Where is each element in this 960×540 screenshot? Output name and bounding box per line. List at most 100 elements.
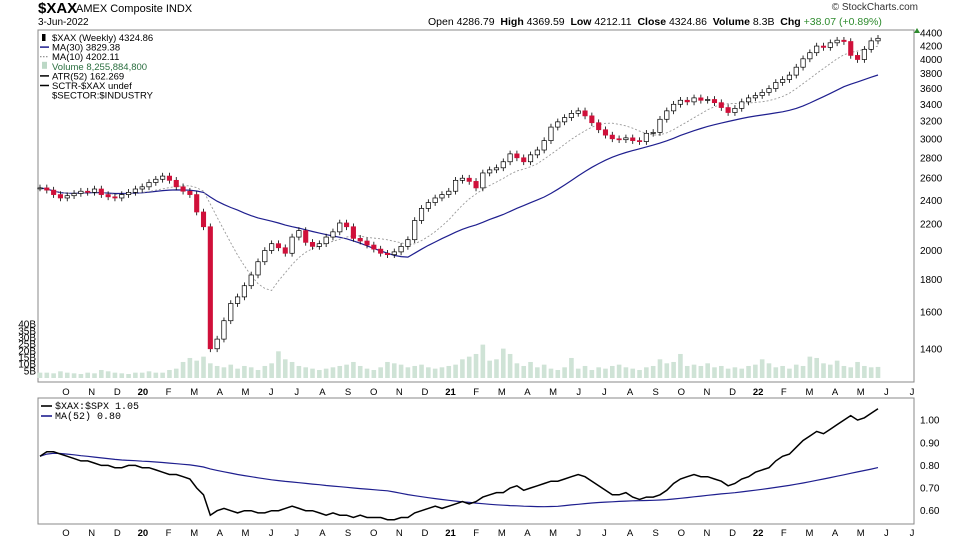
candle <box>820 45 827 48</box>
volume-bar <box>548 368 554 378</box>
volume-bar <box>446 365 452 378</box>
volume-bar <box>719 365 724 378</box>
volume-tick-label: 25B <box>18 340 36 351</box>
x-axis-label-lower: D <box>114 528 121 539</box>
candle <box>105 194 111 198</box>
volume-bar <box>684 365 690 378</box>
x-axis-label-lower: D <box>421 528 428 539</box>
candle <box>861 49 867 60</box>
candle <box>875 37 881 42</box>
close-marker-icon <box>914 28 920 33</box>
volume-bar <box>780 365 785 378</box>
volume-bar <box>500 348 506 378</box>
volume-bar <box>173 368 179 378</box>
volume-bar <box>371 369 377 378</box>
volume-bar <box>528 361 533 378</box>
candle <box>391 251 397 256</box>
candle <box>841 39 847 42</box>
volume-bar <box>71 373 77 378</box>
volume-bar <box>58 371 63 378</box>
candle <box>766 88 772 93</box>
ratio-tick-label: 0.80 <box>920 461 940 472</box>
volume-bar <box>507 353 513 378</box>
volume-bar <box>242 365 247 378</box>
open-label: Open <box>428 16 454 28</box>
candle <box>602 129 609 136</box>
candle <box>255 261 261 276</box>
candle <box>671 103 677 112</box>
price-tick-label: 1800 <box>920 275 943 286</box>
chg-label: Chg <box>780 16 801 28</box>
candle <box>207 226 213 350</box>
candle <box>677 99 683 105</box>
volume-bar <box>426 367 431 378</box>
candle <box>780 79 786 83</box>
candle <box>439 194 445 199</box>
volume-bar <box>391 363 397 378</box>
candle <box>562 117 568 123</box>
ratio-ma52-line <box>39 452 879 508</box>
x-axis-label-lower: M <box>190 528 198 539</box>
volume-bar <box>603 368 608 378</box>
volume-bar <box>875 366 881 378</box>
candle <box>309 242 316 247</box>
volume-bar <box>821 363 826 378</box>
candle <box>589 115 595 124</box>
x-axis-label-lower: A <box>524 528 531 539</box>
x-axis-label-main: O <box>678 387 685 398</box>
lower-panel-frame <box>37 397 915 525</box>
legend-entry: ATR(52) 162.269 <box>52 71 124 82</box>
x-axis-label-lower: O <box>62 528 69 539</box>
candle <box>235 296 241 304</box>
volume-bar <box>133 372 138 378</box>
candle <box>289 236 295 254</box>
price-tick-label: 3200 <box>920 116 943 127</box>
ma30-line <box>39 74 879 258</box>
volume-bar <box>657 359 663 378</box>
volume-bar <box>848 367 854 378</box>
candle <box>98 188 104 195</box>
candle <box>534 149 540 156</box>
volume-bar <box>814 357 819 378</box>
volume-bar <box>248 367 254 378</box>
volume-bar <box>235 368 240 378</box>
volume-bar <box>44 372 50 378</box>
volume-bar <box>119 373 125 378</box>
volume-bar <box>644 367 649 378</box>
volume-bar <box>92 373 97 378</box>
candle <box>57 194 63 199</box>
x-axis-label-lower: O <box>370 528 377 539</box>
candle <box>575 110 581 114</box>
volume-bar <box>337 365 343 378</box>
ratio-line <box>39 408 879 521</box>
candle <box>412 220 418 241</box>
brand-watermark[interactable]: © StockCharts.com <box>831 2 918 13</box>
candle <box>848 41 854 56</box>
x-axis-label-lower: 20 <box>138 528 149 539</box>
x-axis-label-main: O <box>370 387 377 398</box>
volume-bar <box>725 368 731 378</box>
candle <box>78 190 84 194</box>
volume-bar <box>787 368 792 378</box>
x-axis-label-main: A <box>832 387 839 398</box>
candle <box>514 153 520 159</box>
candle <box>541 140 547 151</box>
volume-value: 8.3B <box>752 16 775 28</box>
candle <box>616 138 622 141</box>
x-axis-label-main: A <box>627 387 634 398</box>
candle <box>643 132 649 142</box>
x-axis-label-lower: M <box>241 528 249 539</box>
volume-bar <box>589 369 595 378</box>
volume-bar <box>255 369 261 378</box>
price-tick-label: 4000 <box>920 55 943 66</box>
candle <box>786 74 792 80</box>
candle <box>357 238 363 242</box>
volume-bar <box>112 372 118 378</box>
volume-bar <box>521 365 527 378</box>
volume-bar <box>351 361 356 378</box>
volume-bar <box>317 369 322 378</box>
volume-bar <box>146 371 152 378</box>
ratio-tick-label: 0.60 <box>920 506 940 517</box>
candle <box>746 97 752 103</box>
